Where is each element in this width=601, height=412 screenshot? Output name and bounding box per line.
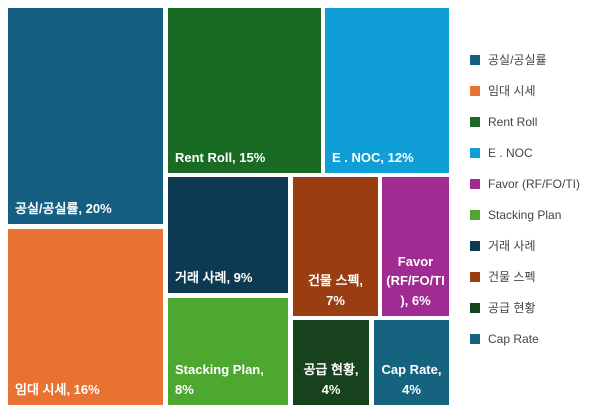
tile-vacancy-rate[interactable]: 공실/공실률, 20% [8, 8, 163, 224]
legend-item-cap-rate[interactable]: Cap Rate [470, 333, 580, 345]
tile-label: Favor (RF/FO/TI ), 6% [386, 253, 445, 308]
tile-label: 건물 스펙, 7% [307, 273, 364, 308]
tile-building-spec[interactable]: 건물 스펙, 7% [293, 177, 378, 316]
tile-label: 공실/공실률, 20% [15, 200, 112, 216]
legend-item-supply-status[interactable]: 공급 현황 [470, 302, 580, 314]
legend-swatch [470, 210, 480, 220]
tile-label: 공급 현황, 4% [303, 362, 359, 397]
legend-item-transaction-cases[interactable]: 거래 사례 [470, 240, 580, 252]
legend-swatch [470, 303, 480, 313]
tile-favor[interactable]: Favor (RF/FO/TI ), 6% [382, 177, 449, 316]
tile-label: Stacking Plan, 8% [175, 362, 264, 397]
legend-item-rental-price[interactable]: 임대 시세 [470, 85, 580, 97]
tile-label: E . NOC, 12% [332, 149, 414, 165]
tile-e-noc[interactable]: E . NOC, 12% [325, 8, 449, 173]
legend-item-rent-roll[interactable]: Rent Roll [470, 116, 580, 128]
tile-transaction-cases[interactable]: 거래 사례, 9% [168, 177, 288, 293]
legend-swatch [470, 179, 480, 189]
legend-label: Rent Roll [488, 115, 538, 129]
legend-item-vacancy-rate[interactable]: 공실/공실률 [470, 54, 580, 66]
tile-supply-status[interactable]: 공급 현황, 4% [293, 320, 369, 405]
tile-rental-price[interactable]: 임대 시세, 16% [8, 229, 163, 405]
legend-item-e-noc[interactable]: E . NOC [470, 147, 580, 159]
treemap-plot: 공실/공실률, 20% 임대 시세, 16% Rent Roll, 15% E … [8, 8, 449, 405]
tile-label: 임대 시세, 16% [15, 381, 100, 397]
legend-swatch [470, 241, 480, 251]
tile-cap-rate[interactable]: Cap Rate, 4% [374, 320, 449, 405]
legend-item-building-spec[interactable]: 건물 스펙 [470, 271, 580, 283]
legend-swatch [470, 86, 480, 96]
tile-rent-roll[interactable]: Rent Roll, 15% [168, 8, 321, 173]
tile-label: Cap Rate, 4% [381, 362, 442, 397]
legend-label: E . NOC [488, 146, 533, 160]
legend-swatch [470, 334, 480, 344]
legend-label: 임대 시세 [488, 84, 536, 98]
tile-label: 거래 사례, 9% [175, 269, 253, 285]
legend-swatch [470, 55, 480, 65]
legend-swatch [470, 117, 480, 127]
legend-label: 공실/공실률 [488, 53, 547, 67]
legend-label: 공급 현황 [488, 301, 536, 315]
legend-swatch [470, 272, 480, 282]
legend-item-stacking-plan[interactable]: Stacking Plan [470, 209, 580, 221]
legend-label: 거래 사례 [488, 239, 536, 253]
legend-swatch [470, 148, 480, 158]
tile-label: Rent Roll, 15% [175, 149, 266, 165]
legend-label: 건물 스펙 [488, 270, 536, 284]
legend-label: Favor (RF/FO/TI) [488, 177, 580, 191]
chart-legend: 공실/공실률 임대 시세 Rent Roll E . NOC Favor (RF… [470, 54, 580, 345]
legend-label: Cap Rate [488, 332, 539, 346]
legend-item-favor[interactable]: Favor (RF/FO/TI) [470, 178, 580, 190]
legend-label: Stacking Plan [488, 208, 562, 222]
tile-stacking-plan[interactable]: Stacking Plan, 8% [168, 298, 288, 405]
